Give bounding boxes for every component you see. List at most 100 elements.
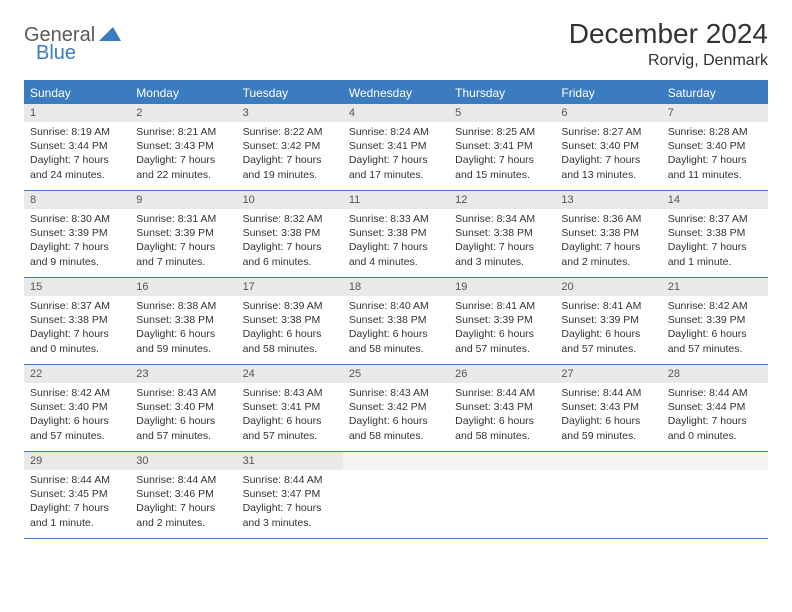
daylight-text: and 57 minutes. (30, 429, 124, 443)
daylight-text: and 3 minutes. (455, 255, 549, 269)
daylight-text: and 15 minutes. (455, 168, 549, 182)
daylight-text: and 57 minutes. (136, 429, 230, 443)
day-number: 6 (555, 104, 661, 122)
sunset-text: Sunset: 3:39 PM (30, 226, 124, 240)
weekday-header-row: Sunday Monday Tuesday Wednesday Thursday… (24, 82, 768, 104)
sunset-text: Sunset: 3:38 PM (455, 226, 549, 240)
day-number-empty (449, 452, 555, 470)
calendar-day: 7Sunrise: 8:28 AMSunset: 3:40 PMDaylight… (662, 104, 768, 190)
day-details: Sunrise: 8:43 AMSunset: 3:42 PMDaylight:… (343, 383, 449, 449)
day-details: Sunrise: 8:44 AMSunset: 3:47 PMDaylight:… (237, 470, 343, 536)
day-number: 5 (449, 104, 555, 122)
day-details: Sunrise: 8:25 AMSunset: 3:41 PMDaylight:… (449, 122, 555, 188)
sunset-text: Sunset: 3:39 PM (668, 313, 762, 327)
sunrise-text: Sunrise: 8:24 AM (349, 125, 443, 139)
calendar-day: 14Sunrise: 8:37 AMSunset: 3:38 PMDayligh… (662, 191, 768, 277)
sunrise-text: Sunrise: 8:44 AM (561, 386, 655, 400)
sunset-text: Sunset: 3:44 PM (30, 139, 124, 153)
weekday-header: Sunday (24, 82, 130, 104)
daylight-text: and 57 minutes. (455, 342, 549, 356)
daylight-text: Daylight: 7 hours (243, 240, 337, 254)
calendar-day: 3Sunrise: 8:22 AMSunset: 3:42 PMDaylight… (237, 104, 343, 190)
calendar-day: 25Sunrise: 8:43 AMSunset: 3:42 PMDayligh… (343, 365, 449, 451)
daylight-text: Daylight: 7 hours (30, 501, 124, 515)
day-details: Sunrise: 8:43 AMSunset: 3:40 PMDaylight:… (130, 383, 236, 449)
sunrise-text: Sunrise: 8:39 AM (243, 299, 337, 313)
daylight-text: Daylight: 7 hours (243, 501, 337, 515)
daylight-text: Daylight: 7 hours (668, 240, 762, 254)
sunrise-text: Sunrise: 8:34 AM (455, 212, 549, 226)
day-number: 3 (237, 104, 343, 122)
sunrise-text: Sunrise: 8:30 AM (30, 212, 124, 226)
sunset-text: Sunset: 3:38 PM (349, 313, 443, 327)
daylight-text: Daylight: 6 hours (349, 327, 443, 341)
sunset-text: Sunset: 3:40 PM (668, 139, 762, 153)
day-details: Sunrise: 8:21 AMSunset: 3:43 PMDaylight:… (130, 122, 236, 188)
day-details: Sunrise: 8:44 AMSunset: 3:43 PMDaylight:… (449, 383, 555, 449)
calendar-week: 22Sunrise: 8:42 AMSunset: 3:40 PMDayligh… (24, 365, 768, 452)
day-details: Sunrise: 8:43 AMSunset: 3:41 PMDaylight:… (237, 383, 343, 449)
sunset-text: Sunset: 3:40 PM (136, 400, 230, 414)
day-details: Sunrise: 8:42 AMSunset: 3:39 PMDaylight:… (662, 296, 768, 362)
sunset-text: Sunset: 3:40 PM (30, 400, 124, 414)
weekday-header: Thursday (449, 82, 555, 104)
day-number: 30 (130, 452, 236, 470)
calendar-day: 17Sunrise: 8:39 AMSunset: 3:38 PMDayligh… (237, 278, 343, 364)
daylight-text: Daylight: 7 hours (30, 153, 124, 167)
daylight-text: and 19 minutes. (243, 168, 337, 182)
sunset-text: Sunset: 3:38 PM (243, 313, 337, 327)
day-details: Sunrise: 8:27 AMSunset: 3:40 PMDaylight:… (555, 122, 661, 188)
day-number: 16 (130, 278, 236, 296)
calendar-day: 1Sunrise: 8:19 AMSunset: 3:44 PMDaylight… (24, 104, 130, 190)
daylight-text: and 58 minutes. (349, 429, 443, 443)
calendar-day: 6Sunrise: 8:27 AMSunset: 3:40 PMDaylight… (555, 104, 661, 190)
daylight-text: Daylight: 7 hours (30, 240, 124, 254)
sunset-text: Sunset: 3:38 PM (136, 313, 230, 327)
day-number: 26 (449, 365, 555, 383)
day-details: Sunrise: 8:41 AMSunset: 3:39 PMDaylight:… (555, 296, 661, 362)
daylight-text: and 7 minutes. (136, 255, 230, 269)
calendar-day: 26Sunrise: 8:44 AMSunset: 3:43 PMDayligh… (449, 365, 555, 451)
calendar-day (343, 452, 449, 538)
day-details: Sunrise: 8:44 AMSunset: 3:43 PMDaylight:… (555, 383, 661, 449)
title-block: December 2024 Rorvig, Denmark (569, 18, 768, 70)
daylight-text: and 57 minutes. (668, 342, 762, 356)
daylight-text: Daylight: 6 hours (455, 327, 549, 341)
day-details: Sunrise: 8:19 AMSunset: 3:44 PMDaylight:… (24, 122, 130, 188)
weekday-header: Tuesday (237, 82, 343, 104)
calendar-day: 10Sunrise: 8:32 AMSunset: 3:38 PMDayligh… (237, 191, 343, 277)
day-details: Sunrise: 8:38 AMSunset: 3:38 PMDaylight:… (130, 296, 236, 362)
day-number: 13 (555, 191, 661, 209)
day-details: Sunrise: 8:42 AMSunset: 3:40 PMDaylight:… (24, 383, 130, 449)
calendar-day: 8Sunrise: 8:30 AMSunset: 3:39 PMDaylight… (24, 191, 130, 277)
day-number: 31 (237, 452, 343, 470)
day-number-empty (555, 452, 661, 470)
header: General December 2024 Rorvig, Denmark (24, 18, 768, 70)
daylight-text: and 1 minute. (668, 255, 762, 269)
daylight-text: and 2 minutes. (136, 516, 230, 530)
calendar-week: 1Sunrise: 8:19 AMSunset: 3:44 PMDaylight… (24, 104, 768, 191)
daylight-text: and 0 minutes. (30, 342, 124, 356)
calendar-day: 20Sunrise: 8:41 AMSunset: 3:39 PMDayligh… (555, 278, 661, 364)
sunset-text: Sunset: 3:38 PM (668, 226, 762, 240)
day-number: 24 (237, 365, 343, 383)
calendar: Sunday Monday Tuesday Wednesday Thursday… (24, 80, 768, 539)
sunset-text: Sunset: 3:42 PM (243, 139, 337, 153)
day-number: 18 (343, 278, 449, 296)
day-number: 20 (555, 278, 661, 296)
daylight-text: Daylight: 6 hours (243, 414, 337, 428)
daylight-text: Daylight: 7 hours (136, 240, 230, 254)
daylight-text: Daylight: 6 hours (561, 414, 655, 428)
daylight-text: Daylight: 6 hours (136, 327, 230, 341)
calendar-day: 18Sunrise: 8:40 AMSunset: 3:38 PMDayligh… (343, 278, 449, 364)
sunrise-text: Sunrise: 8:44 AM (455, 386, 549, 400)
calendar-day: 11Sunrise: 8:33 AMSunset: 3:38 PMDayligh… (343, 191, 449, 277)
day-number: 21 (662, 278, 768, 296)
calendar-day: 27Sunrise: 8:44 AMSunset: 3:43 PMDayligh… (555, 365, 661, 451)
calendar-day: 16Sunrise: 8:38 AMSunset: 3:38 PMDayligh… (130, 278, 236, 364)
day-details: Sunrise: 8:44 AMSunset: 3:46 PMDaylight:… (130, 470, 236, 536)
sunset-text: Sunset: 3:38 PM (243, 226, 337, 240)
sunset-text: Sunset: 3:40 PM (561, 139, 655, 153)
daylight-text: and 57 minutes. (561, 342, 655, 356)
day-number: 1 (24, 104, 130, 122)
